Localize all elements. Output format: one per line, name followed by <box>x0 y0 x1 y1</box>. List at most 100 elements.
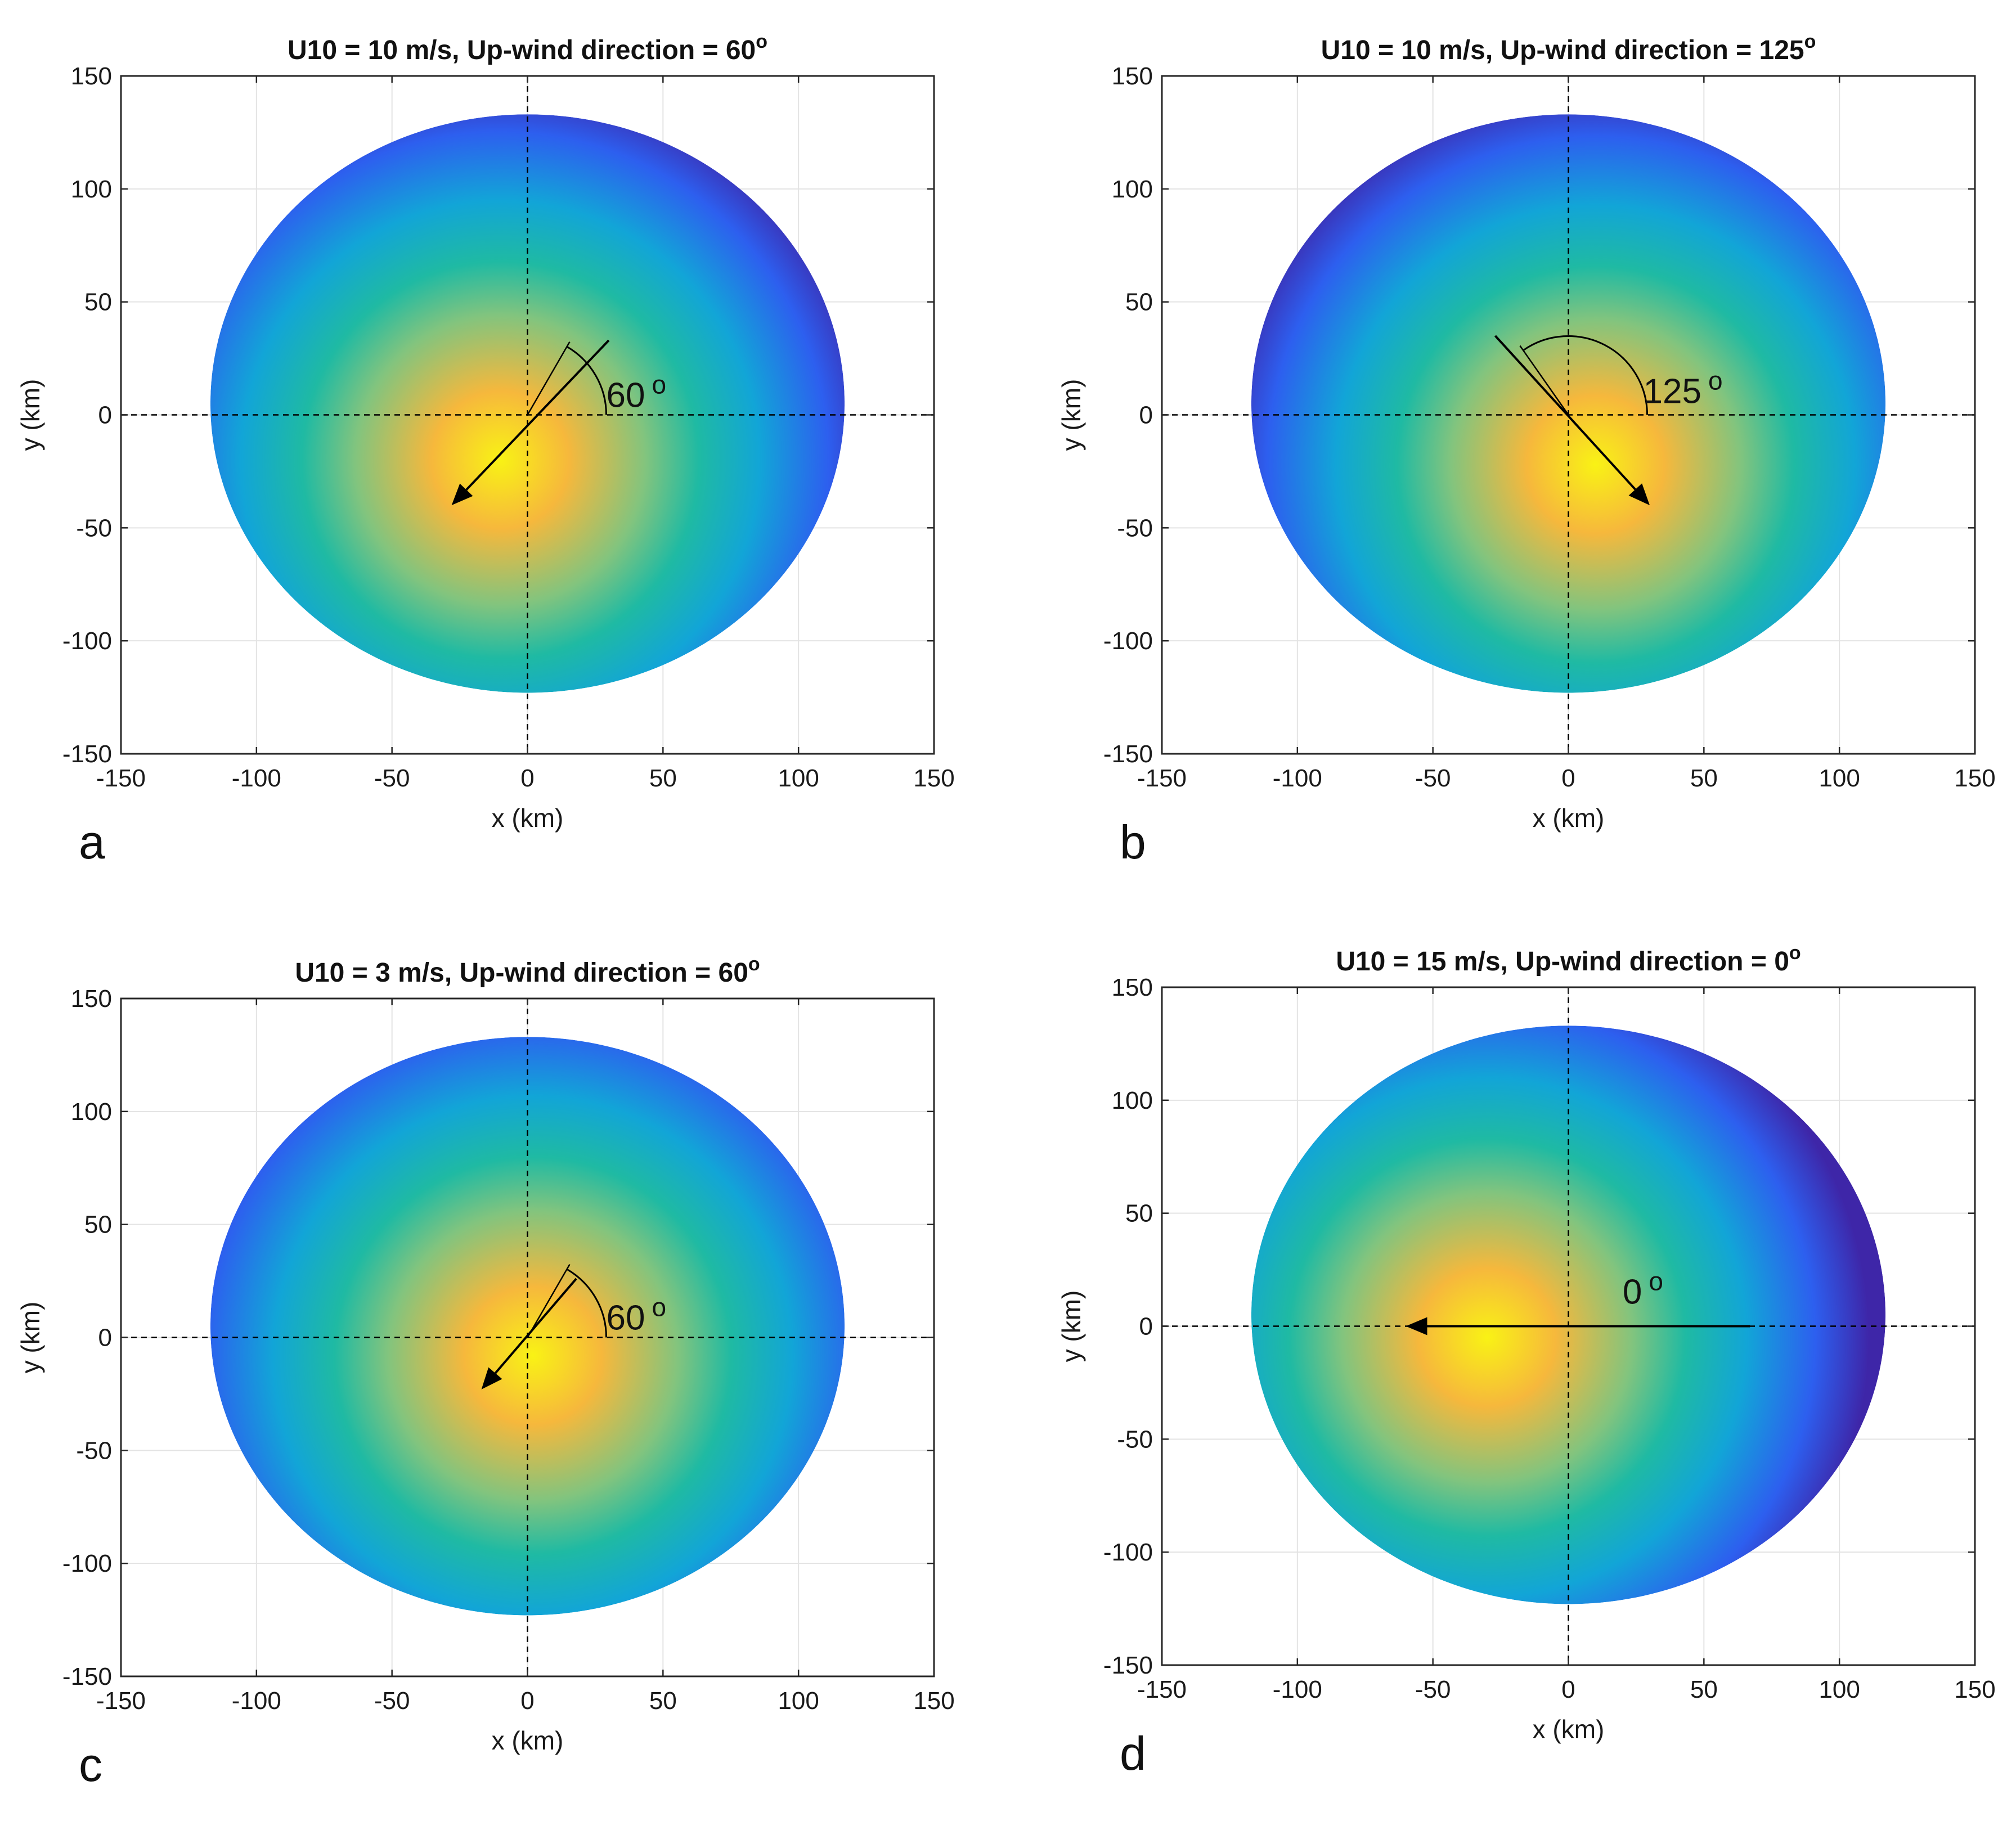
x-tick-label: -100 <box>232 1687 281 1715</box>
wind-arrow-head <box>1628 483 1650 506</box>
y-tick-label: -150 <box>1103 740 1153 768</box>
x-tick-label: 150 <box>913 1687 954 1715</box>
y-tick-label: 50 <box>1125 1200 1153 1227</box>
x-tick-label: 50 <box>649 1687 677 1715</box>
x-tick-label: 100 <box>1819 1676 1860 1703</box>
y-tick-label: 0 <box>98 402 112 429</box>
wind-arrow-head <box>1406 1317 1427 1335</box>
y-tick-label: 0 <box>1139 402 1153 429</box>
panel-label: c <box>79 1738 102 1791</box>
x-tick-label: 0 <box>1561 764 1575 792</box>
y-tick-label: 50 <box>84 289 112 316</box>
angle-annotation-degree: o <box>652 1293 666 1322</box>
y-tick-label: 0 <box>1139 1313 1153 1341</box>
chart-title-text: U10 = 15 m/s, Up-wind direction = 0 <box>1336 947 1789 977</box>
y-axis-label: y (km) <box>1057 1290 1086 1362</box>
x-tick-label: -150 <box>96 1687 146 1715</box>
angle-ray <box>1519 345 1569 416</box>
y-tick-label: 100 <box>71 1098 112 1126</box>
chart-svg: -150 -100 -50 0 50 100 150 -150 -100 -50 0 50 100 150… <box>16 31 955 869</box>
x-tick-label: 50 <box>1690 764 1718 792</box>
y-tick-label: 150 <box>1112 62 1153 90</box>
x-tick-label: -150 <box>1137 1676 1187 1703</box>
angle-arc <box>1523 335 1648 415</box>
y-tick-label: -100 <box>1103 1539 1153 1566</box>
x-tick-label: -50 <box>1415 1676 1451 1703</box>
y-tick-label: -150 <box>62 1663 112 1690</box>
y-tick-label: -50 <box>1117 1425 1153 1453</box>
wind-arrow-shaft <box>465 339 610 491</box>
chart-title: U10 = 10 m/s, Up-wind direction = 125o <box>1321 31 1816 65</box>
y-tick-label: -50 <box>1117 514 1153 542</box>
angle-annotation: 60 o <box>607 1293 667 1338</box>
chart-svg: -150 -100 -50 0 50 100 150 -150 -100 -50 0 50 100 150… <box>1057 31 1996 869</box>
x-tick-label: 100 <box>778 764 819 792</box>
angle-annotation-value: 60 <box>607 1299 645 1338</box>
y-tick-label: -150 <box>1103 1652 1153 1679</box>
angle-arc <box>566 1268 607 1338</box>
y-tick-label: -150 <box>62 740 112 768</box>
x-tick-label: -100 <box>232 764 281 792</box>
angle-annotation-degree: o <box>1649 1266 1663 1296</box>
y-tick-label: -50 <box>76 1437 112 1464</box>
y-tick-label: 150 <box>1112 974 1153 1001</box>
y-tick-label: -100 <box>62 1550 112 1577</box>
wind-arrow-shaft <box>1494 335 1636 491</box>
panel-a: -150 -100 -50 0 50 100 150 -150 -100 -50 0 50 100 150… <box>0 0 1008 903</box>
x-axis-label: x (km) <box>1533 803 1605 833</box>
chart-title-degree: o <box>748 954 760 975</box>
y-axis-label: y (km) <box>16 379 45 451</box>
chart-title-degree: o <box>1789 942 1801 964</box>
panel-label: b <box>1120 816 1146 869</box>
chart-title: U10 = 10 m/s, Up-wind direction = 60o <box>288 31 767 65</box>
chart-title-degree: o <box>1804 31 1816 52</box>
y-tick-label: 100 <box>1112 1087 1153 1114</box>
y-tick-label: 0 <box>98 1324 112 1352</box>
panel-b: -150 -100 -50 0 50 100 150 -150 -100 -50 0 50 100 150… <box>1041 0 2016 903</box>
x-axis-label: x (km) <box>1533 1715 1605 1744</box>
x-tick-label: 50 <box>1690 1676 1718 1703</box>
angle-annotation-value: 60 <box>607 376 645 415</box>
chart-title-text: U10 = 3 m/s, Up-wind direction = 60 <box>295 958 748 988</box>
chart-title: U10 = 15 m/s, Up-wind direction = 0o <box>1336 942 1801 977</box>
panel-label: d <box>1120 1727 1146 1780</box>
x-tick-label: 150 <box>1954 1676 1995 1703</box>
x-tick-label: -150 <box>1137 764 1187 792</box>
chart-title-degree: o <box>756 31 767 52</box>
angle-annotation: 125 o <box>1644 366 1723 411</box>
x-tick-label: -50 <box>374 764 410 792</box>
chart-title-text: U10 = 10 m/s, Up-wind direction = 125 <box>1321 35 1804 65</box>
x-tick-label: 0 <box>520 1687 534 1715</box>
x-tick-label: 0 <box>520 764 534 792</box>
x-tick-label: -150 <box>96 764 146 792</box>
panel-label: a <box>79 816 105 869</box>
x-tick-label: 150 <box>913 764 954 792</box>
wind-arrow-head <box>481 1367 502 1389</box>
x-tick-label: 100 <box>778 1687 819 1715</box>
chart-title: U10 = 3 m/s, Up-wind direction = 60o <box>295 954 760 988</box>
angle-ray <box>527 1263 571 1338</box>
x-axis-label: x (km) <box>492 1726 564 1755</box>
y-tick-label: 100 <box>1112 176 1153 203</box>
panel-c: -150 -100 -50 0 50 100 150 -150 -100 -50 0 50 100 150… <box>0 923 1008 1826</box>
panel-d: -150 -100 -50 0 50 100 150 -150 -100 -50 0 50 100 150… <box>1041 911 2016 1815</box>
y-tick-label: 100 <box>71 176 112 203</box>
x-tick-label: -100 <box>1273 1676 1322 1703</box>
x-tick-label: 150 <box>1954 764 1995 792</box>
chart-title-text: U10 = 10 m/s, Up-wind direction = 60 <box>288 35 756 65</box>
y-tick-label: -100 <box>62 627 112 655</box>
angle-annotation-degree: o <box>652 370 666 399</box>
x-tick-label: 100 <box>1819 764 1860 792</box>
y-tick-label: 50 <box>1125 289 1153 316</box>
x-tick-label: -50 <box>1415 764 1451 792</box>
angle-annotation-value: 0 <box>1623 1272 1642 1311</box>
y-tick-label: 150 <box>71 985 112 1013</box>
x-tick-label: 50 <box>649 764 677 792</box>
angle-annotation: 60 o <box>607 370 667 415</box>
y-tick-label: -100 <box>1103 627 1153 655</box>
x-axis-label: x (km) <box>492 803 564 833</box>
y-tick-label: -50 <box>76 514 112 542</box>
x-tick-label: -100 <box>1273 764 1322 792</box>
y-axis-label: y (km) <box>16 1302 45 1374</box>
